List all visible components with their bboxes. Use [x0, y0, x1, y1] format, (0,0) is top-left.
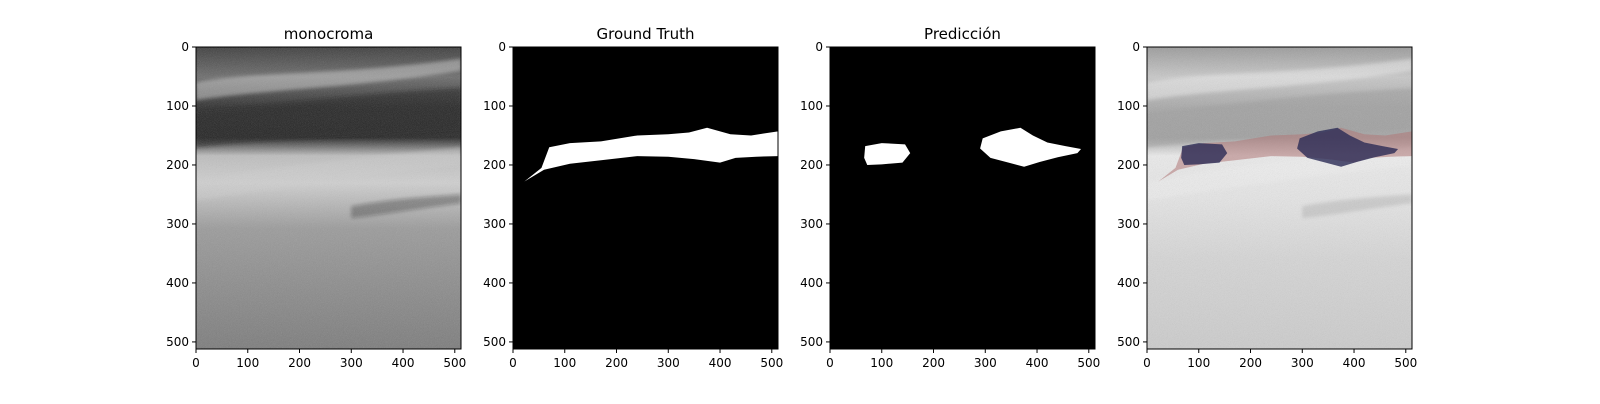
y-tick-label: 300: [800, 217, 823, 231]
y-tick-label: 400: [166, 276, 189, 290]
y-tick-label: 200: [483, 158, 506, 172]
panel-title: Predicción: [924, 25, 1001, 43]
y-tick-label: 300: [1117, 217, 1140, 231]
y-tick-label: 100: [166, 99, 189, 113]
panel-image-gt: [513, 47, 778, 349]
y-tick-label: 100: [1117, 99, 1140, 113]
panel-title: monocroma: [284, 25, 374, 43]
x-tick-label: 300: [340, 356, 363, 370]
panel-title: Ground Truth: [597, 25, 695, 43]
x-tick-label: 0: [509, 356, 517, 370]
x-tick-label: 500: [443, 356, 466, 370]
y-tick-label: 0: [815, 40, 823, 54]
y-tick-label: 200: [800, 158, 823, 172]
prediction-mask-region: [864, 143, 911, 165]
ground-truth-mask-region: [524, 127, 778, 182]
prediction-overlay-region: [1297, 127, 1399, 167]
y-tick-label: 300: [483, 217, 506, 231]
x-tick-label: 300: [1291, 356, 1314, 370]
prediction-overlay-region: [1181, 143, 1228, 165]
y-tick-label: 0: [498, 40, 506, 54]
axes-frame: [829, 46, 1096, 350]
y-tick-label: 400: [1117, 276, 1140, 290]
x-tick-label: 100: [870, 356, 893, 370]
y-tick-label: 100: [800, 99, 823, 113]
y-tick-label: 300: [166, 217, 189, 231]
prediction-mask-region: [980, 127, 1082, 167]
y-tick-label: 200: [166, 158, 189, 172]
y-tick-label: 500: [483, 335, 506, 349]
x-tick-label: 100: [1187, 356, 1210, 370]
y-tick-label: 400: [483, 276, 506, 290]
x-tick-label: 300: [657, 356, 680, 370]
y-tick-label: 500: [800, 335, 823, 349]
y-tick-label: 200: [1117, 158, 1140, 172]
x-tick-label: 500: [1394, 356, 1417, 370]
x-tick-label: 200: [1239, 356, 1262, 370]
x-tick-label: 0: [192, 356, 200, 370]
x-tick-label: 500: [1077, 356, 1100, 370]
x-tick-label: 200: [922, 356, 945, 370]
y-tick-label: 100: [483, 99, 506, 113]
axes-frame: [1146, 46, 1413, 350]
x-tick-label: 0: [826, 356, 834, 370]
x-tick-label: 400: [1343, 356, 1366, 370]
y-tick-label: 500: [166, 335, 189, 349]
x-tick-label: 500: [760, 356, 783, 370]
panel-image-mono: [196, 47, 461, 349]
y-tick-label: 0: [1132, 40, 1140, 54]
y-tick-label: 0: [181, 40, 189, 54]
x-tick-label: 400: [1026, 356, 1049, 370]
x-tick-label: 100: [553, 356, 576, 370]
panel-mono: 0 100 200 300 400 5000100200300400500monocrom…: [166, 25, 466, 370]
x-tick-label: 200: [288, 356, 311, 370]
panel-pred: 0 100 200 300 400 5000100200300400500Predicci…: [800, 25, 1100, 370]
x-tick-label: 400: [709, 356, 732, 370]
panel-image-overlay: [1147, 47, 1412, 349]
x-tick-label: 300: [974, 356, 997, 370]
x-tick-label: 400: [392, 356, 415, 370]
axes-frame: [512, 46, 779, 350]
x-tick-label: 200: [605, 356, 628, 370]
axes-frame: [195, 46, 462, 350]
x-tick-label: 0: [1143, 356, 1151, 370]
y-tick-label: 500: [1117, 335, 1140, 349]
panel-image-pred: [830, 47, 1095, 349]
x-tick-label: 100: [236, 356, 259, 370]
y-tick-label: 400: [800, 276, 823, 290]
